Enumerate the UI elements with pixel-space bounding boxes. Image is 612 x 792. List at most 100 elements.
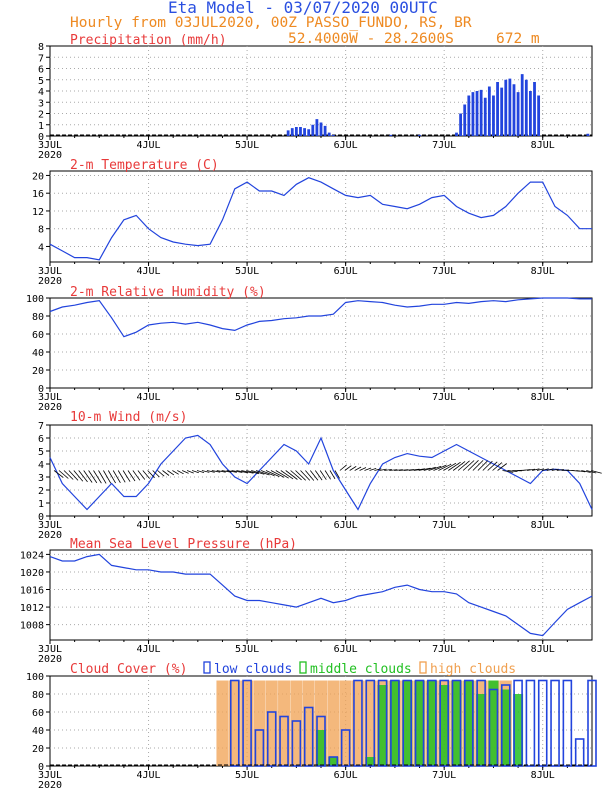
y-tick-label: 7: [38, 53, 44, 64]
wind-arrow: [443, 462, 457, 471]
x-tick-year: 2020: [38, 150, 62, 161]
wind-arrow: [527, 468, 535, 471]
wind-arrow: [576, 470, 586, 473]
cloud-bar-middle: [488, 680, 499, 766]
precip-bar: [504, 79, 508, 136]
y-tick-label: 20: [32, 171, 44, 182]
x-tick-label: 4JUL: [136, 644, 160, 655]
cloud-bar-low: [291, 720, 302, 767]
cloud-bar-middle: [463, 680, 474, 766]
wind-arrow: [394, 469, 403, 471]
legend-label: middle clouds: [310, 662, 412, 677]
y-tick-label: 60: [32, 330, 44, 341]
precip-bar: [516, 92, 520, 136]
cloud-bar-low: [476, 679, 486, 767]
legend-label: low clouds: [214, 662, 292, 677]
x-tick-label: 8JUL: [531, 140, 555, 151]
cloud-bar-middle: [451, 680, 462, 766]
cloud-bar-high: [265, 680, 278, 766]
cloud-bar-high: [327, 680, 340, 766]
x-tick-year: 2020: [38, 780, 62, 791]
precip-bar: [529, 91, 532, 136]
y-tick-label: 1: [38, 121, 44, 132]
cloud-bar-low: [464, 679, 474, 767]
x-tick-label: 8JUL: [531, 392, 555, 403]
wind-arrow: [384, 469, 392, 471]
plot-frame: [49, 549, 593, 641]
precip-bar: [475, 91, 479, 136]
wind-arrow: [457, 460, 470, 471]
precip-bar: [524, 79, 528, 136]
wind-arrow: [541, 468, 549, 471]
x-tick-label: 3JUL: [38, 392, 62, 403]
y-tick-label: 1012: [20, 603, 44, 614]
cloud-bar-low: [525, 679, 536, 767]
wind-arrow: [137, 470, 146, 480]
precip-bar: [483, 97, 487, 136]
precip-bar: [520, 74, 524, 136]
cloud-bar-high: [253, 680, 266, 766]
wind-arrow: [502, 470, 514, 473]
wind-arrow: [561, 469, 570, 471]
precip-bar: [327, 132, 331, 136]
x-tick-label: 7JUL: [432, 770, 456, 781]
x-tick-label: 4JUL: [136, 392, 160, 403]
wind-arrow: [591, 470, 602, 474]
y-tick-label: 6: [38, 65, 44, 76]
precip-bar: [537, 95, 541, 136]
wind-arrow: [98, 470, 107, 484]
cloud-bar-low: [439, 679, 449, 767]
cloud-bar-middle: [414, 680, 425, 766]
wind-arrow: [103, 470, 112, 484]
wind-arrow: [241, 470, 254, 474]
wind-arrow: [324, 470, 331, 480]
wind-arrow: [522, 469, 531, 471]
x-tick-label: 6JUL: [334, 140, 358, 151]
wind-arrow: [438, 463, 452, 471]
wind-arrow: [186, 470, 194, 474]
wind-arrow: [536, 468, 545, 471]
x-tick-label: 6JUL: [334, 770, 358, 781]
wind-arrow: [275, 470, 289, 479]
panel-2: 3JUL2020 4JUL 5JUL 6JUL 7JUL 8JUL 4 8 12 16 20 2-m …: [32, 158, 593, 287]
wind-arrow: [142, 470, 151, 479]
wind-arrow: [127, 470, 136, 482]
y-tick-label: 40: [32, 726, 44, 737]
wind-arrow: [300, 470, 311, 481]
cloud-bar-high: [339, 680, 352, 766]
wind-arrow: [305, 470, 315, 481]
cloud-bar-high: [278, 680, 291, 766]
wind-arrow: [246, 470, 259, 475]
wind-arrow: [295, 470, 306, 481]
wind-arrow: [112, 470, 121, 484]
wind-arrow: [389, 469, 398, 471]
wind-arrow: [349, 466, 357, 471]
cloud-bar-middle: [513, 694, 524, 766]
cloud-bar-high: [351, 680, 364, 766]
wind-arrow: [211, 470, 221, 473]
x-tick-label: 3JUL: [38, 644, 62, 655]
wind-arrow: [270, 470, 285, 478]
wind-arrow: [265, 470, 280, 477]
wind-arrow: [196, 470, 205, 473]
x-tick-year: 2020: [38, 276, 62, 287]
y-tick-label: 80: [32, 312, 44, 323]
cloud-bar-middle: [328, 757, 339, 766]
cloud-bar-low: [340, 729, 351, 767]
x-tick-label: 4JUL: [136, 140, 160, 151]
wind-arrow: [487, 461, 498, 471]
y-tick-label: 12: [32, 207, 44, 218]
y-tick-label: 4: [38, 87, 44, 98]
wind-arrow: [334, 470, 340, 479]
cloud-bar-middle: [476, 694, 487, 766]
precip-bar: [496, 82, 499, 136]
precip-bar: [459, 113, 463, 136]
wind-arrow: [369, 468, 377, 471]
chart-subtitle: Hourly from 03JUL2020, 00Z PASSO_FUNDO, …: [70, 15, 472, 31]
wind-arrow: [497, 463, 507, 471]
x-tick-label: 5JUL: [235, 770, 259, 781]
wind-arrow: [477, 460, 488, 471]
y-tick-label: 0: [38, 762, 44, 773]
wind-arrow: [448, 461, 461, 471]
y-tick-label: 20: [32, 744, 44, 755]
